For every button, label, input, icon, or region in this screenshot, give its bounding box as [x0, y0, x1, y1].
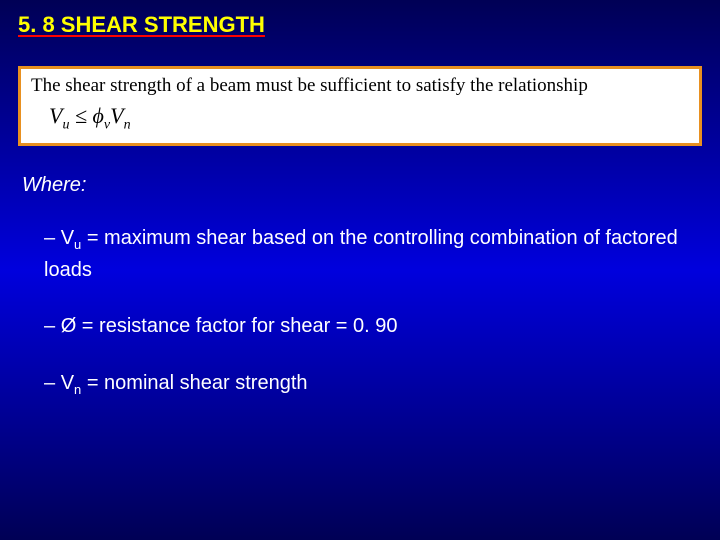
slide-container: 5. 8 SHEAR STRENGTH The shear strength o…	[0, 0, 720, 540]
def-sym: V	[61, 227, 74, 249]
def-dash: –	[44, 372, 61, 394]
def-text: = maximum shear based on the controlling…	[44, 227, 678, 281]
equation-formula: Vu ≤ ϕvVn	[31, 103, 689, 133]
def-dash: –	[44, 227, 61, 249]
definition-item: – Vu = maximum shear based on the contro…	[44, 223, 702, 285]
eq-rhs-sym: V	[110, 103, 123, 128]
def-text: = resistance factor for shear = 0. 90	[76, 315, 397, 337]
slide-title: 5. 8 SHEAR STRENGTH	[18, 12, 702, 38]
def-sym: Ø	[61, 315, 77, 337]
definition-item: – Ø = resistance factor for shear = 0. 9…	[44, 311, 702, 343]
equation-box: The shear strength of a beam must be suf…	[18, 66, 702, 146]
def-dash: –	[44, 315, 61, 337]
eq-lhs-sym: V	[49, 103, 62, 128]
equation-intro: The shear strength of a beam must be suf…	[31, 75, 689, 97]
definition-item: – Vn = nominal shear strength	[44, 368, 702, 400]
def-sym: V	[61, 372, 74, 394]
eq-op: ≤	[69, 103, 92, 128]
eq-phi: ϕ	[93, 103, 104, 128]
def-text: = nominal shear strength	[81, 372, 307, 394]
eq-rhs-sub: n	[124, 117, 131, 132]
definitions-list: – Vu = maximum shear based on the contro…	[18, 223, 702, 400]
where-label: Where:	[18, 174, 702, 197]
